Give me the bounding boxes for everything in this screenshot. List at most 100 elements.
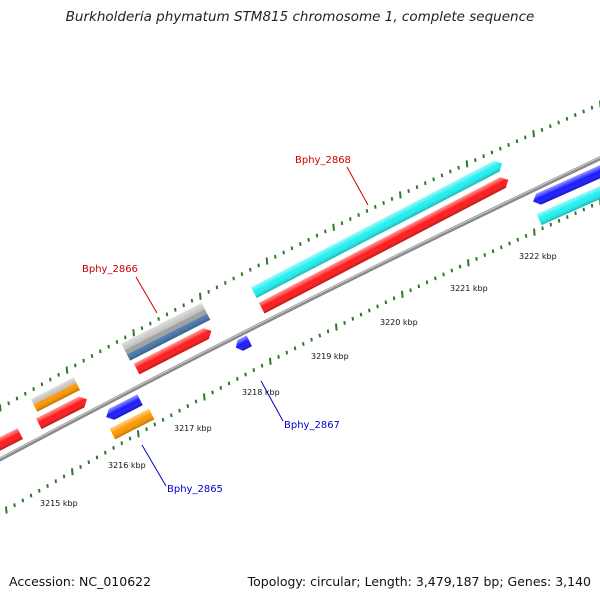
gene-feature[interactable]	[251, 158, 505, 298]
scale-tick	[449, 169, 452, 174]
scale-tick	[107, 344, 110, 349]
scale-tick	[368, 308, 371, 313]
scale-tick	[170, 413, 173, 418]
scale-tick	[324, 229, 327, 234]
scale-tick	[257, 263, 260, 268]
scale-tick	[524, 135, 527, 140]
scale-tick	[265, 257, 269, 265]
scale-tick	[574, 113, 577, 118]
gene-feature[interactable]	[258, 174, 511, 314]
scale-tick	[165, 312, 169, 317]
scale-tick	[157, 317, 160, 321]
gene-label-bphy-2866[interactable]: Bphy_2866	[82, 264, 138, 275]
gene-feature[interactable]	[30, 377, 80, 412]
scale-tick	[249, 267, 252, 272]
scale-tick	[533, 228, 536, 236]
scale-tick	[112, 446, 115, 450]
gene-label-bphy-2865[interactable]: Bphy_2865	[167, 484, 223, 495]
scale-tick	[293, 346, 297, 351]
tick-label: 3217 kbp	[174, 424, 212, 433]
scale-tick	[440, 173, 444, 178]
scale-tick	[145, 427, 148, 432]
scale-tick	[401, 290, 404, 298]
scale-tick	[407, 189, 410, 193]
scale-tick	[507, 142, 510, 147]
gene-feature[interactable]	[233, 335, 252, 353]
scale-tick	[79, 464, 82, 469]
scale-tick	[178, 408, 181, 413]
scale-tick	[374, 204, 377, 209]
gene-feature[interactable]	[133, 326, 214, 375]
scale-tick	[532, 130, 535, 138]
tick-label: 3215 kbp	[40, 499, 78, 508]
scale-tick	[565, 116, 569, 121]
scale-tick	[211, 390, 214, 395]
scale-tick	[5, 506, 8, 514]
scale-tick	[71, 468, 74, 476]
scale-tick	[90, 354, 94, 358]
scale-tick	[343, 320, 346, 325]
scale-tick	[582, 109, 585, 114]
scale-tick	[24, 391, 27, 396]
scale-tick	[115, 340, 119, 344]
topology-summary: Topology: circular; Length: 3,479,187 bp…	[247, 574, 591, 589]
scale-tick	[457, 165, 460, 170]
scale-tick	[582, 207, 586, 212]
scale-tick	[161, 417, 165, 422]
scale-tick	[335, 323, 338, 331]
scale-tick	[465, 160, 469, 168]
scale-tick	[491, 249, 495, 254]
tick-label: 3221 kbp	[450, 284, 488, 293]
scale-tick	[310, 337, 313, 342]
gene-feature[interactable]	[536, 184, 600, 226]
scale-tick	[120, 441, 124, 446]
scale-tick	[549, 222, 553, 227]
scale-tick	[432, 177, 435, 182]
scale-tick	[424, 181, 427, 186]
scale-tick	[508, 241, 511, 246]
scale-tick	[515, 139, 519, 144]
scale-tick	[236, 377, 239, 381]
scale-tick	[54, 479, 58, 484]
scale-tick	[442, 272, 445, 277]
scale-tick	[290, 246, 294, 251]
scale-tick	[132, 329, 135, 337]
scale-tick	[186, 404, 190, 408]
scale-tick	[219, 385, 223, 390]
gene-feature[interactable]	[0, 428, 23, 455]
gene-feature[interactable]	[109, 408, 155, 440]
scale-tick	[315, 233, 319, 238]
scale-tick	[500, 245, 503, 250]
outer-tick-row	[0, 100, 600, 412]
scale-tick	[274, 254, 277, 259]
gene-feature[interactable]	[121, 302, 211, 361]
chromosome-backbone	[0, 156, 600, 462]
scale-tick	[99, 349, 102, 354]
gene-feature[interactable]	[103, 394, 143, 422]
scale-tick	[124, 335, 127, 340]
scale-tick	[174, 307, 177, 312]
scale-tick	[390, 196, 394, 201]
gene-label-bphy-2867[interactable]: Bphy_2867	[284, 420, 340, 431]
gene-label-bphy-2868[interactable]: Bphy_2868	[295, 155, 351, 166]
scale-tick	[87, 460, 91, 465]
scale-tick	[57, 372, 60, 377]
scale-tick	[541, 226, 544, 231]
scale-tick	[399, 191, 402, 199]
gene-feature[interactable]	[36, 394, 90, 430]
scale-tick	[13, 503, 16, 508]
gene-feature[interactable]	[531, 163, 600, 208]
scale-tick	[326, 329, 330, 334]
scale-tick	[458, 264, 462, 269]
scale-tick	[252, 368, 256, 372]
scale-tick	[199, 292, 202, 300]
accession-text: Accession: NC_010622	[9, 574, 152, 589]
tick-label: 3220 kbp	[380, 318, 418, 327]
tick-label: 3222 kbp	[519, 252, 557, 261]
scale-tick	[557, 218, 561, 223]
scale-tick	[29, 493, 33, 498]
label-leader-line	[141, 444, 167, 487]
scale-tick	[15, 396, 19, 401]
scale-tick	[307, 237, 310, 242]
